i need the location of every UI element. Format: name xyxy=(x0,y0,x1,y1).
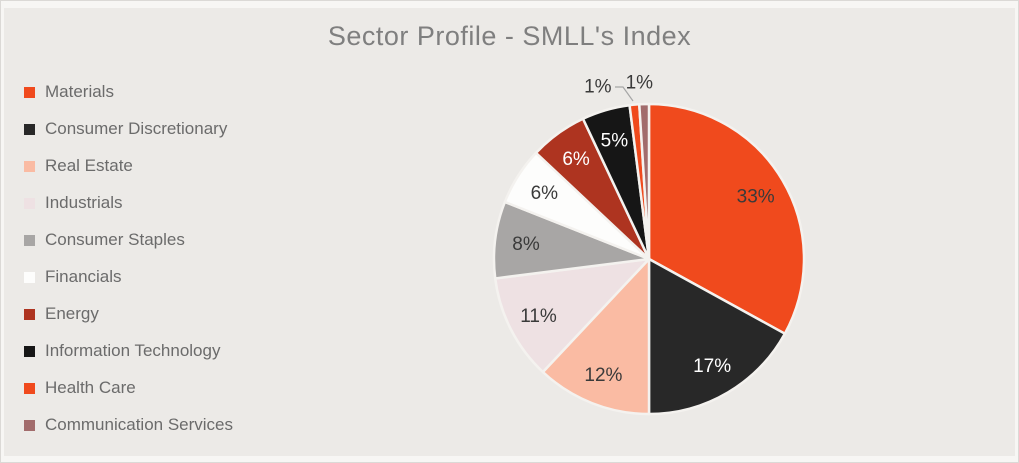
data-label-real-estate: 12% xyxy=(584,365,622,386)
legend-label: Information Technology xyxy=(45,341,221,360)
pie-slice-consumer-discretionary xyxy=(647,257,787,416)
legend: Materials Consumer Discretionary Real Esta… xyxy=(24,81,233,451)
legend-item: Real Estate xyxy=(24,155,233,177)
data-label-consumer-staples: 8% xyxy=(512,234,540,255)
legend-item: Health Care xyxy=(24,377,233,399)
legend-swatch xyxy=(24,160,35,172)
legend-label: Energy xyxy=(45,304,99,323)
legend-item: Consumer Staples xyxy=(24,229,233,251)
legend-item: Communication Services xyxy=(24,414,233,436)
legend-swatch xyxy=(24,382,35,394)
data-label-materials: 33% xyxy=(737,186,775,207)
legend-label: Health Care xyxy=(45,378,136,397)
data-label-financials: 6% xyxy=(531,183,559,204)
legend-swatch xyxy=(24,308,35,320)
legend-item: Industrials xyxy=(24,192,233,214)
legend-label: Industrials xyxy=(45,193,123,212)
legend-item: Materials xyxy=(24,81,233,103)
data-label-energy: 6% xyxy=(562,149,590,170)
legend-item: Consumer Discretionary xyxy=(24,118,233,140)
legend-label: Consumer Staples xyxy=(45,230,185,249)
legend-item: Information Technology xyxy=(24,340,233,362)
legend-swatch xyxy=(24,197,35,209)
pie-slice-materials xyxy=(647,102,806,335)
legend-swatch xyxy=(24,123,35,135)
legend-swatch xyxy=(24,234,35,246)
pie-slice-industrials xyxy=(493,257,651,374)
legend-label: Real Estate xyxy=(45,156,133,175)
legend-item: Financials xyxy=(24,266,233,288)
data-label-consumer-discretionary: 17% xyxy=(693,356,731,377)
legend-label: Communication Services xyxy=(45,415,234,434)
legend-swatch xyxy=(24,86,35,98)
legend-swatch xyxy=(24,345,35,357)
data-label-industrials: 11% xyxy=(520,306,557,327)
data-label-communication-services: 1% xyxy=(626,73,654,94)
legend-label: Consumer Discretionary xyxy=(45,119,228,138)
legend-label: Financials xyxy=(45,267,122,286)
chart-title: Sector Profile - SMLL's Index xyxy=(327,21,692,51)
pie-slice-real-estate xyxy=(541,257,651,416)
data-label-health-care: 1% xyxy=(584,76,612,97)
legend-swatch xyxy=(24,271,35,283)
data-label-information-technology: 5% xyxy=(601,130,629,151)
label-leader-line xyxy=(615,86,634,102)
legend-swatch xyxy=(24,419,35,431)
legend-label: Materials xyxy=(45,82,114,101)
pie-slice-communication-services xyxy=(638,102,651,261)
legend-item: Energy xyxy=(24,303,233,325)
